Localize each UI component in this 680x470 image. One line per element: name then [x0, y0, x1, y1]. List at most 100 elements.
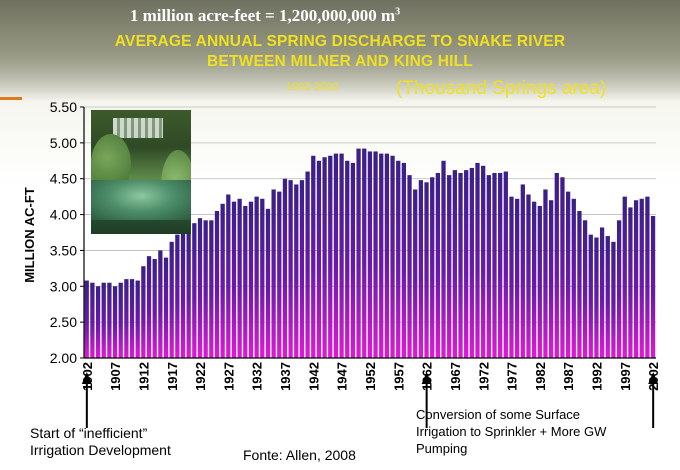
bar-1963 [430, 177, 435, 358]
x-tick-label: 1942 [306, 362, 321, 391]
bar-1921 [192, 223, 197, 358]
bar-1904 [95, 286, 101, 358]
bar-1973 [486, 175, 491, 358]
bar-1990 [582, 220, 588, 358]
bar-1996 [616, 220, 622, 358]
x-tick-label: 1992 [590, 362, 605, 391]
years-range: 1902-2002 [286, 81, 339, 93]
bar-1983 [543, 189, 548, 358]
bar-1909 [124, 279, 129, 358]
bar-1976 [503, 171, 508, 358]
bar-1970 [469, 167, 474, 358]
bar-1962 [424, 182, 429, 358]
x-tick-label: 1967 [448, 362, 463, 391]
bar-1960 [413, 189, 418, 358]
bar-1924 [209, 220, 214, 358]
y-tick-label: 4.50 [50, 171, 77, 187]
bar-1993 [599, 227, 605, 358]
bar-1937 [282, 178, 288, 358]
area-label: (Thousand Springs area) [396, 78, 607, 99]
bar-1971 [475, 162, 480, 358]
chart-title-line2: BETWEEN MILNER AND KING HILL [207, 53, 473, 70]
x-tick-label: 1977 [505, 362, 520, 391]
bar-1939 [294, 184, 299, 358]
bar-1972 [481, 165, 486, 358]
annotation-left: Start of “inefficient” Irrigation Develo… [30, 425, 171, 458]
springs-photo [91, 110, 191, 234]
y-tick-label: 3.00 [50, 278, 77, 294]
y-tick-label: 5.50 [50, 99, 77, 115]
bar-1967 [452, 170, 457, 358]
bar-1944 [322, 157, 327, 358]
bar-1902 [84, 280, 89, 358]
bar-1932 [254, 196, 259, 358]
bar-1965 [441, 160, 446, 358]
bar-1985 [554, 172, 559, 358]
x-tick-label: 1927 [221, 362, 236, 391]
bar-1948 [345, 160, 350, 358]
header-band [0, 0, 680, 100]
bar-1981 [532, 201, 537, 358]
bar-1959 [407, 175, 412, 358]
bar-1961 [418, 180, 424, 358]
bar-1951 [362, 148, 367, 358]
bar-1946 [333, 153, 339, 358]
x-tick-label: 1922 [193, 362, 208, 391]
bar-1941 [305, 171, 310, 358]
bar-1907 [112, 286, 118, 358]
bar-1931 [248, 201, 254, 358]
x-tick-label: 1917 [165, 362, 180, 391]
bar-1974 [492, 172, 497, 358]
x-tick-label: 1972 [476, 362, 491, 391]
bar-1977 [509, 196, 514, 358]
x-tick-label: 1932 [250, 362, 265, 391]
bar-1966 [447, 175, 452, 358]
bar-1982 [537, 205, 542, 358]
bar-1915 [158, 250, 163, 358]
y-tick-label: 2.00 [50, 350, 77, 366]
bar-1927 [226, 194, 231, 358]
bar-1957 [396, 160, 401, 358]
bar-1954 [379, 153, 384, 358]
bar-1925 [214, 210, 220, 358]
bar-1940 [299, 180, 305, 358]
bar-1978 [515, 198, 520, 358]
bar-1935 [271, 189, 276, 358]
bar-1917 [169, 241, 174, 358]
bar-1903 [90, 282, 95, 358]
bar-1955 [384, 153, 390, 358]
bar-1956 [390, 155, 395, 358]
bar-2001 [645, 196, 650, 358]
bar-2002 [650, 216, 656, 358]
bar-1930 [243, 205, 248, 358]
bar-1938 [288, 180, 293, 358]
bar-1919 [180, 232, 186, 358]
x-tick-label: 1947 [335, 362, 350, 391]
x-tick-label: 1937 [278, 362, 293, 391]
bar-1969 [464, 170, 469, 358]
bar-1908 [118, 282, 123, 358]
bar-1914 [152, 259, 157, 358]
bar-1964 [435, 172, 440, 358]
bar-1984 [548, 200, 554, 358]
waterfall-icon [113, 118, 163, 138]
bar-1988 [571, 198, 576, 358]
bar-1987 [565, 191, 571, 358]
y-tick-label: 5.00 [50, 135, 77, 151]
bar-1997 [622, 196, 627, 358]
bar-1958 [401, 162, 407, 358]
bar-1945 [328, 155, 333, 358]
bar-1947 [339, 153, 344, 358]
bar-1934 [265, 208, 271, 358]
chart-title-line1: AVERAGE ANNUAL SPRING DISCHARGE TO SNAKE… [114, 33, 566, 50]
bar-1926 [220, 203, 225, 358]
bar-1922 [197, 218, 203, 358]
bar-1911 [135, 280, 140, 358]
bar-1980 [526, 194, 531, 358]
bar-2000 [639, 198, 644, 358]
arrow-1962-head [421, 372, 432, 384]
bar-1933 [260, 198, 265, 358]
bar-1953 [373, 151, 378, 358]
x-tick-label: 1987 [561, 362, 576, 391]
